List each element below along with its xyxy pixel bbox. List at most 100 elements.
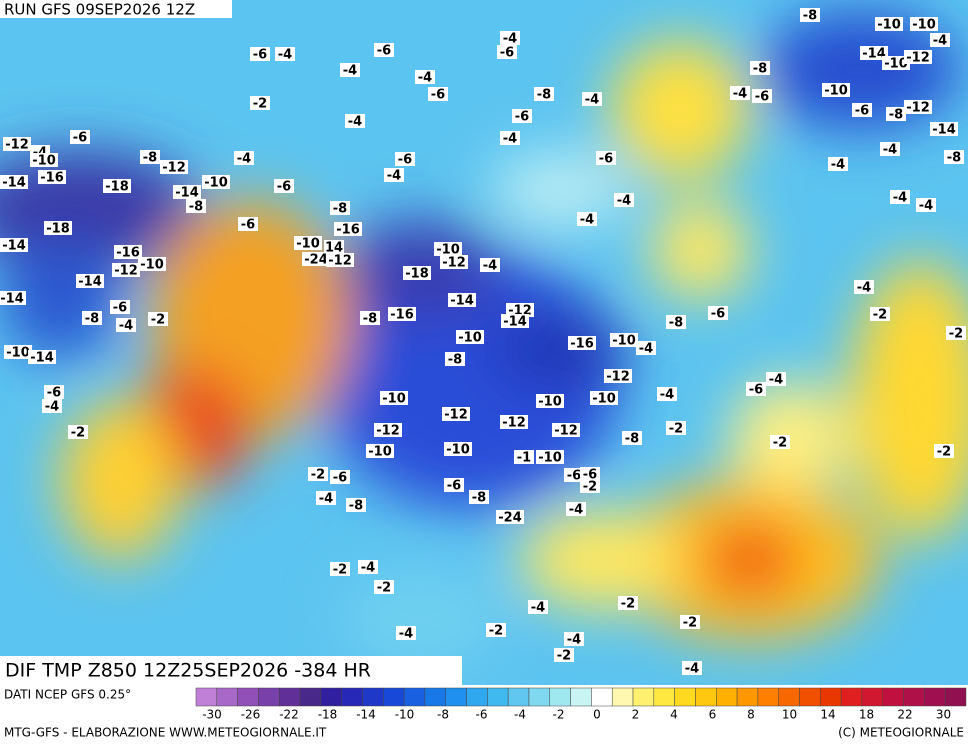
temp-label: -18 [105,180,129,195]
label-box [250,96,270,110]
temp-label: -4 [585,93,599,108]
label-box [934,444,954,458]
temp-label: -2 [151,313,165,328]
colorbar-tick-label: -6 [476,708,488,722]
label-box [854,280,874,294]
temp-label: -2 [311,468,325,483]
run-header-bg [0,0,232,18]
label-box [116,318,136,332]
label-box [752,89,772,103]
label-box [946,326,966,340]
temp-label: -8 [363,312,377,327]
temp-label: -6 [515,110,529,125]
temp-label: -4 [893,191,907,206]
colorbar-swatch [944,687,967,707]
colorbar-swatch [736,687,759,707]
temp-label: -10 [612,334,636,349]
temp-label: -4 [933,34,947,49]
label-box [480,258,500,272]
temp-label: -4 [319,492,333,507]
temp-label: -4 [769,373,783,388]
temp-label: -8 [537,88,551,103]
label-box [326,253,354,267]
colorbar-tick-label: 2 [632,708,640,722]
colorbar-swatch [716,687,738,707]
temp-label: -12 [444,408,468,423]
label-box [68,425,88,439]
temp-label: -4 [569,503,583,518]
temp-label: -4 [531,601,545,616]
label-box [308,467,328,481]
label-box [3,137,31,151]
label-box [324,240,344,254]
colorbar-tick-label: -8 [437,708,449,722]
temp-label: -4 [237,152,251,167]
label-box [28,350,56,364]
label-box [316,491,336,505]
temp-label: -12 [906,101,930,116]
temp-label: -6 [567,469,581,484]
label-box [622,431,642,445]
label-box [500,131,520,145]
label-box [148,312,168,326]
temp-label: -14 [30,351,54,366]
temp-label: -4 [580,213,594,228]
label-box [875,17,903,31]
temp-label: -6 [500,46,514,61]
label-box [822,83,850,97]
label-box [860,46,888,60]
label-box [44,385,64,399]
label-box [238,217,258,231]
temp-label: -8 [625,432,639,447]
label-box [564,468,584,482]
credit: MTG-GFS - ELABORAZIONE WWW.METEOGIORNALE… [4,726,327,740]
colorbar-tick-label: -18 [318,708,338,722]
label-box [428,87,448,101]
temp-label: -6 [583,468,597,483]
temp-label: -6 [47,386,61,401]
temp-label: -10 [538,395,562,410]
temp-label: -4 [567,633,581,648]
label-box [366,444,394,458]
label-box [512,109,532,123]
temp-label: -24 [304,253,328,268]
temp-label: -4 [685,662,699,677]
colorbar-swatch [341,687,363,707]
label-box [554,648,574,662]
temp-label: -14 [2,239,26,254]
colorbar-tick-label: 4 [670,708,678,722]
temp-label: -10 [436,243,460,258]
label-box [766,372,786,386]
label-box [330,470,350,484]
banner: DIF TMP Z850 12Z25SEP2026 -384 HR [5,660,371,682]
temp-label: -16 [116,246,140,261]
data-source: DATI NCEP GFS 0.25° [4,688,131,702]
temp-label: -2 [683,616,697,631]
run-header: RUN GFS 09SEP2026 12Z [4,1,195,19]
label-box [44,221,72,235]
label-box [746,382,766,396]
label-box [0,291,26,305]
temp-label: -2 [937,445,951,460]
temp-label: -4 [919,199,933,214]
label-box [442,407,470,421]
temp-label: -6 [711,307,725,322]
label-box [374,423,402,437]
colorbar-swatch [632,687,655,707]
temp-label: -4 [503,32,517,47]
label-box [360,311,380,325]
temp-label: -16 [40,171,64,186]
colorbar-swatch [507,687,530,707]
colorbar-tick-label: -14 [356,708,376,722]
temp-label: -14 [503,315,527,330]
label-box [680,615,700,629]
temp-label: -14 [175,186,199,201]
temp-label: -2 [583,480,597,495]
temp-label: -6 [241,218,255,233]
temp-label: -2 [489,624,503,639]
colorbar-swatch [258,687,280,707]
label-box [582,92,602,106]
label-box [202,175,230,189]
colorbar-swatch [799,687,821,707]
temp-label: -4 [639,342,653,357]
